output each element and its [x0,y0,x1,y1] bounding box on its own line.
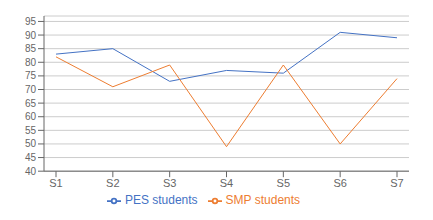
svg-text:55: 55 [25,125,37,136]
svg-text:50: 50 [25,138,37,149]
svg-text:60: 60 [25,111,37,122]
svg-text:S4: S4 [220,177,233,189]
svg-text:S6: S6 [333,177,346,189]
svg-text:45: 45 [25,152,37,163]
svg-text:95: 95 [25,16,37,27]
svg-text:S3: S3 [163,177,176,189]
svg-text:S7: S7 [390,177,403,189]
svg-text:90: 90 [25,30,37,41]
html-text:PES students: PES students [124,193,198,208]
svg-text:S2: S2 [106,177,119,189]
svg-text:75: 75 [25,70,37,81]
svg-text:S5: S5 [277,177,290,189]
svg-text:80: 80 [25,57,37,68]
svg-text:S1: S1 [49,177,62,189]
svg-text:40: 40 [25,166,37,177]
html-text:SMP students: SMP students [225,193,301,208]
svg-text:85: 85 [25,43,37,54]
svg-text:70: 70 [25,84,37,95]
svg-text:65: 65 [25,98,37,109]
